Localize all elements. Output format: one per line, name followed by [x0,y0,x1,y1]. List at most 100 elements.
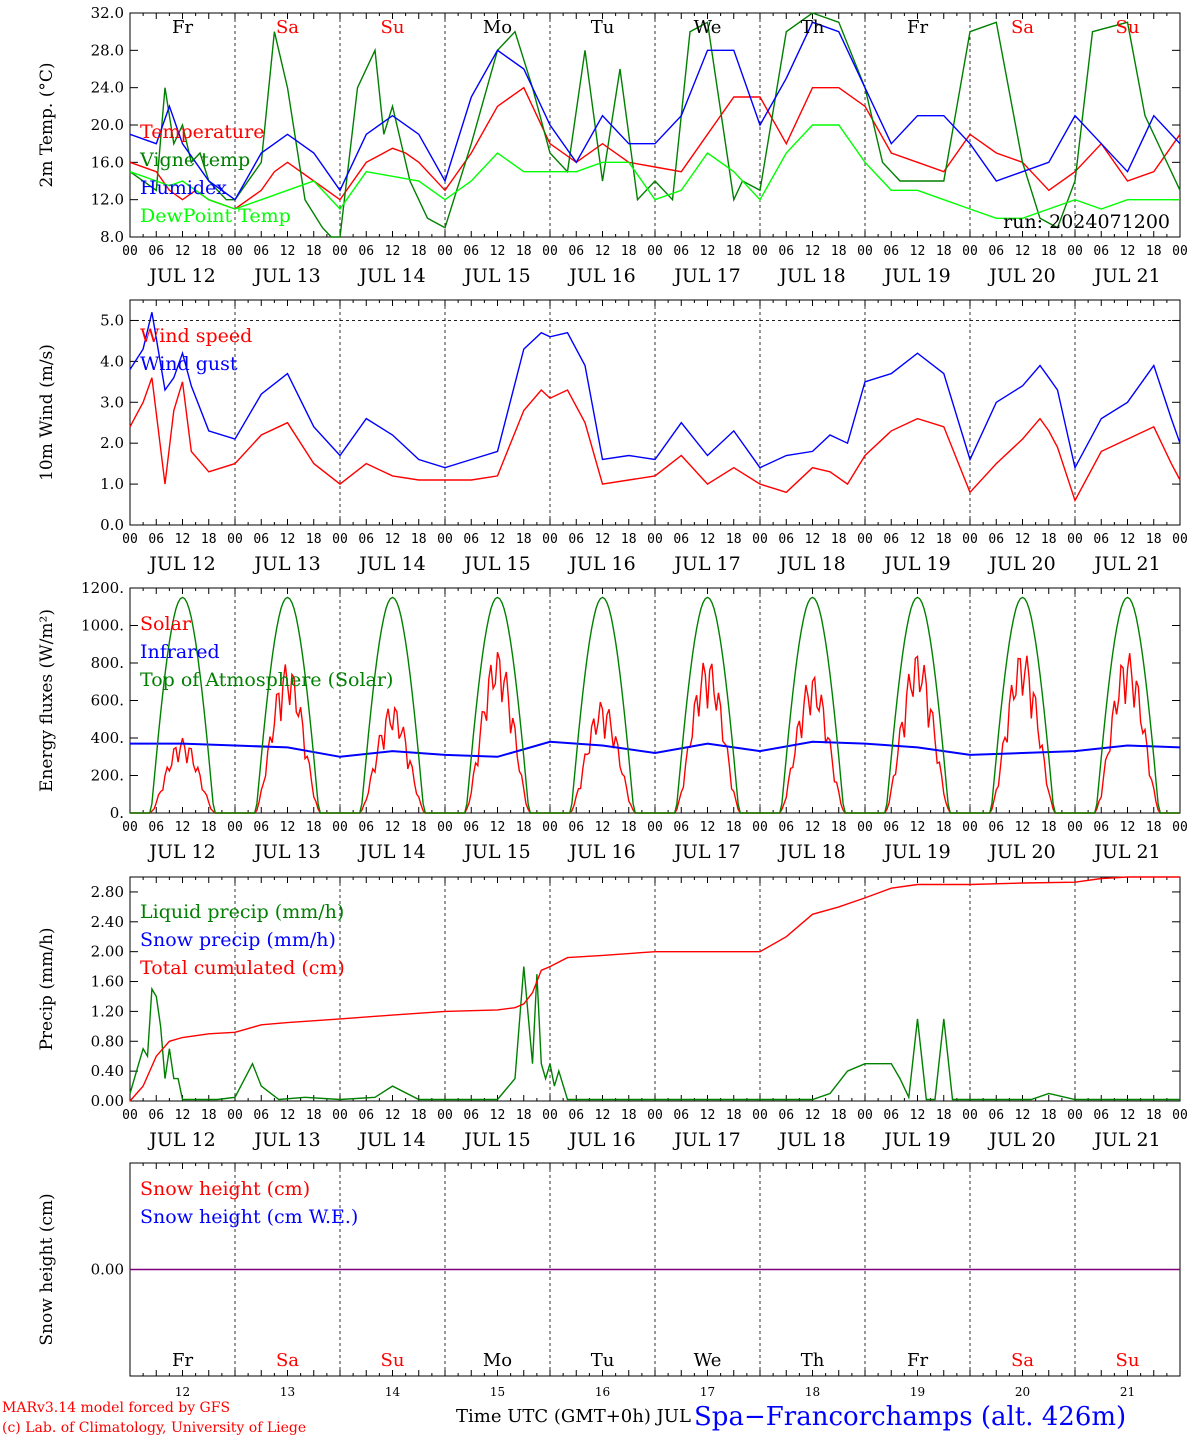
hour-tick-label: 06 [148,532,164,547]
hour-tick-label: 18 [306,820,322,835]
hour-tick-label: 00 [227,532,243,547]
hour-tick-label: 00 [752,532,768,547]
hour-tick-label: 12 [1120,820,1136,835]
day-number-label: 18 [805,1385,820,1399]
hour-tick-label: 18 [1041,244,1057,259]
hour-tick-label: 18 [411,532,427,547]
day-number-label: 16 [595,1385,610,1399]
hour-tick-label: 06 [1093,820,1109,835]
y-tick-label: 16.0 [91,153,124,171]
day-label: JUL 16 [567,1129,635,1151]
hour-tick-label: 00 [122,244,138,259]
day-label: JUL 16 [567,553,635,575]
y-tick-label: 0.00 [91,1261,124,1279]
hour-tick-label: 00 [542,1108,558,1123]
hour-tick-label: 00 [752,820,768,835]
legend-entry: Liquid precip (mm/h) [140,901,344,923]
hour-tick-label: 18 [1041,532,1057,547]
day-number-label: 14 [385,1385,401,1399]
hour-tick-label: 18 [411,820,427,835]
hour-tick-label: 00 [542,244,558,259]
hour-tick-label: 18 [516,532,532,547]
legend-entry: Temperature [140,121,264,143]
hour-tick-label: 06 [778,1108,794,1123]
day-label: JUL 13 [252,1129,320,1151]
day-label: JUL 15 [462,265,530,287]
hour-tick-label: 12 [175,1108,191,1123]
hour-tick-label: 12 [280,820,296,835]
hour-tick-label: 12 [280,532,296,547]
series-line [129,377,1181,503]
hour-tick-label: 00 [122,1108,138,1123]
y-tick-label: 600. [91,692,124,710]
hour-tick-label: 06 [568,820,584,835]
day-number-label: 21 [1120,1385,1135,1399]
lab-credit: (c) Lab. of Climatology, University of L… [2,1420,307,1436]
weekday-label: Mo [483,1350,512,1371]
day-label: JUL 19 [882,841,950,863]
weekday-label: Fr [172,1350,193,1371]
hour-tick-label: 06 [883,1108,899,1123]
hour-tick-label: 00 [962,1108,978,1123]
series-line [129,124,1180,220]
weekday-label: Sa [1011,1350,1034,1371]
hour-tick-label: 12 [910,1108,926,1123]
day-label: JUL 13 [252,841,320,863]
weekday-label: Sa [276,17,299,38]
y-axis-label: 10m Wind (m/s) [37,344,57,481]
hour-tick-label: 00 [437,532,453,547]
weekday-label: Tu [591,17,615,38]
hour-tick-label: 06 [253,820,269,835]
day-label: JUL 12 [147,1129,215,1151]
hour-tick-label: 06 [148,820,164,835]
day-label: JUL 18 [777,1129,845,1151]
hour-tick-label: 12 [175,532,191,547]
y-tick-label: 4.0 [100,352,124,370]
hour-tick-label: 18 [516,244,532,259]
day-number-label: 17 [700,1385,715,1399]
day-label: JUL 12 [147,265,215,287]
hour-tick-label: 00 [962,820,978,835]
day-label: JUL 12 [147,841,215,863]
hour-tick-label: 00 [542,820,558,835]
hour-tick-label: 00 [332,820,348,835]
hour-tick-label: 06 [148,1108,164,1123]
legend-entry: Vigne temp [139,149,250,171]
hour-tick-label: 18 [936,532,952,547]
day-label: JUL 21 [1092,553,1160,575]
hour-tick-label: 00 [122,532,138,547]
hour-tick-label: 00 [857,1108,873,1123]
y-tick-label: 0.80 [91,1032,124,1050]
hour-tick-label: 00 [227,244,243,259]
day-label: JUL 17 [672,841,740,863]
hour-tick-label: 18 [831,820,847,835]
y-tick-label: 2.0 [100,434,124,452]
hour-tick-label: 00 [122,820,138,835]
hour-tick-label: 06 [1093,1108,1109,1123]
hour-tick-label: 00 [752,1108,768,1123]
day-label: JUL 18 [777,265,845,287]
hour-tick-label: 18 [621,244,637,259]
hour-tick-label: 12 [1015,244,1031,259]
weekday-label: We [694,17,722,38]
day-label: JUL 18 [777,553,845,575]
day-label: JUL 15 [462,553,530,575]
day-label: JUL 21 [1092,1129,1160,1151]
y-tick-label: 1.20 [91,1002,124,1020]
hour-tick-label: 06 [673,1108,689,1123]
hour-tick-label: 18 [306,1108,322,1123]
hour-tick-label: 12 [595,532,611,547]
day-number-label: 12 [175,1385,190,1399]
hour-tick-label: 18 [1146,244,1162,259]
hour-tick-label: 00 [647,820,663,835]
weekday-label: Sa [1011,17,1034,38]
hour-tick-label: 12 [385,820,401,835]
hour-tick-label: 18 [306,532,322,547]
hour-tick-label: 12 [700,244,716,259]
y-tick-label: 28.0 [91,41,124,59]
hour-tick-label: 12 [280,1108,296,1123]
hour-tick-label: 00 [962,244,978,259]
weekday-label: Sa [276,1350,299,1371]
weekday-label: Su [1116,1350,1140,1371]
hour-tick-label: 00 [542,532,558,547]
